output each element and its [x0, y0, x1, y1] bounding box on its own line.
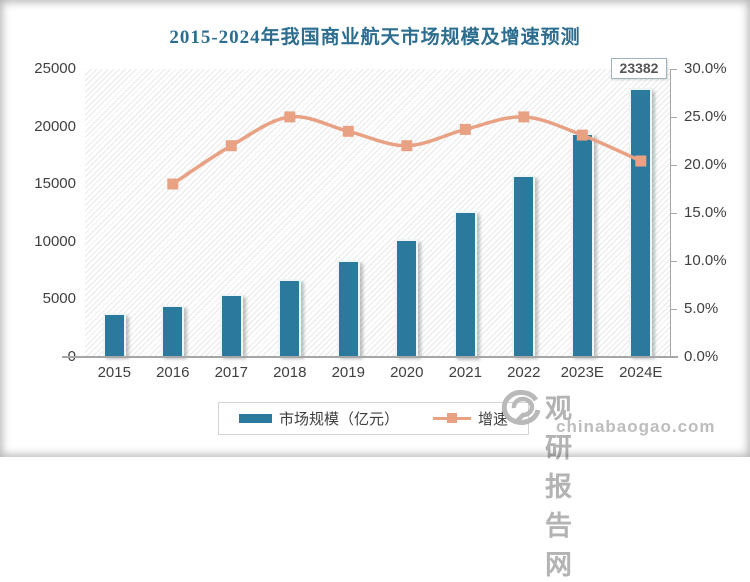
growth-markers [167, 111, 647, 190]
legend: 市场规模（亿元） 增速 [218, 402, 529, 435]
bar-2018 [278, 278, 302, 357]
growth-marker [167, 178, 179, 190]
right-axis-tick-label: 20.0% [684, 155, 727, 173]
bar-2022 [512, 175, 536, 357]
x-axis-label-2024E: 2024E [619, 364, 663, 381]
legend-item-market-size: 市场规模（亿元） [238, 408, 399, 429]
watermark-site-url: chinabaogao.com [556, 417, 716, 436]
growth-marker [401, 140, 413, 152]
x-axis-label-2022: 2022 [507, 364, 541, 381]
x-axis-label-2021: 2021 [448, 364, 482, 381]
x-axis-line [62, 356, 678, 358]
legend-label-growth: 增速 [478, 411, 509, 428]
x-axis-label-2017: 2017 [214, 364, 248, 381]
bar-2021 [453, 211, 477, 357]
watermark-logo-icon [501, 389, 541, 425]
bar-series-swatch [238, 414, 272, 423]
bar-2019 [336, 260, 360, 357]
bar-2024E [629, 87, 653, 357]
growth-line-layer [167, 111, 647, 190]
left-axis-tick-label: 25000 [34, 60, 76, 77]
x-axis-label-2015: 2015 [97, 364, 131, 381]
right-axis-tick-label: 10.0% [684, 251, 727, 269]
right-axis-tick-label: 5.0% [684, 299, 719, 317]
right-axis-tick-mark [670, 260, 677, 262]
right-axis-tick-mark [670, 212, 677, 214]
x-axis-label-2020: 2020 [390, 364, 424, 381]
right-axis-tick-label: 15.0% [684, 203, 727, 221]
right-axis-tick-label: 30.0% [684, 60, 727, 77]
right-axis-tick-label: 25.0% [684, 107, 727, 125]
left-axis-tick-label: 15000 [34, 175, 76, 192]
right-axis-tick-mark [670, 164, 677, 166]
growth-marker [459, 123, 471, 135]
bar-2020 [395, 239, 419, 357]
bar-2017 [219, 294, 243, 357]
growth-marker [518, 111, 530, 123]
x-axis-label-2018: 2018 [273, 364, 307, 381]
x-axis-label-2016: 2016 [156, 364, 190, 381]
right-axis-tick-mark [670, 116, 677, 118]
legend-label-market-size: 市场规模（亿元） [278, 411, 399, 428]
growth-marker [225, 140, 237, 152]
growth-marker [342, 125, 354, 137]
left-axis-tick-label: 10000 [34, 232, 76, 250]
x-axis-label-2023E: 2023E [560, 364, 604, 381]
legend-item-growth: 增速 [433, 408, 508, 429]
right-axis-tick-label: 0.0% [684, 347, 719, 365]
right-axis-tick-mark [670, 308, 677, 310]
bar-2015 [102, 313, 126, 357]
line-series-swatch [433, 413, 471, 424]
right-axis-tick-mark [670, 69, 677, 70]
growth-marker [284, 111, 296, 123]
x-axis-label-2019: 2019 [331, 364, 365, 381]
left-axis-tick-label: 20000 [34, 117, 76, 135]
chart-title: 2015-2024年我国商业航天市场规模及增速预测 [169, 27, 581, 48]
bar-2016 [161, 305, 185, 357]
left-axis-tick-label: 5000 [42, 290, 76, 307]
data-label-2024e: 23382 [611, 58, 667, 79]
growth-marker [635, 155, 647, 167]
growth-marker [576, 129, 588, 141]
